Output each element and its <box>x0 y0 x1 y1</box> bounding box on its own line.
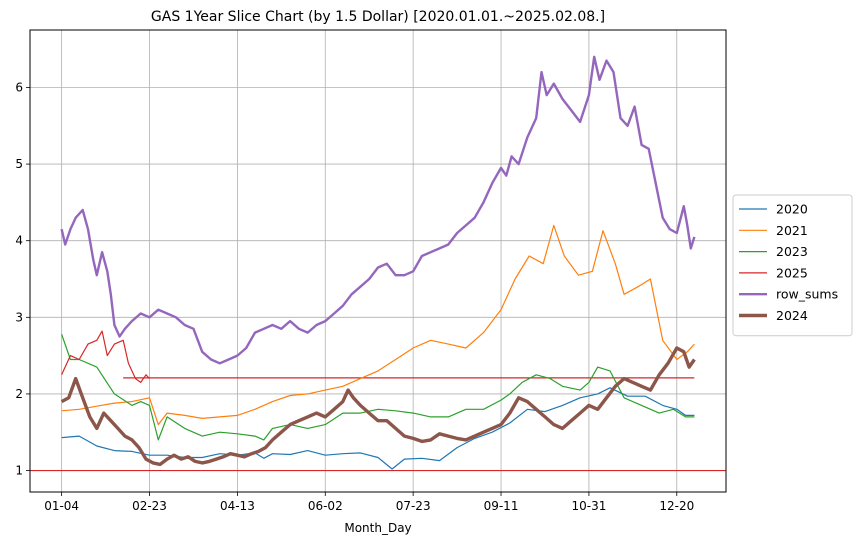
plot-frame <box>29 29 727 493</box>
x-tick-label: 07-23 <box>396 499 431 513</box>
series-lines <box>60 55 696 470</box>
x-tick-label: 10-31 <box>571 499 606 513</box>
x-axis-title: Month_Day <box>344 521 411 535</box>
plot-background <box>30 30 726 492</box>
series-line-2021 <box>61 224 695 426</box>
series-line-2024 <box>60 346 696 467</box>
reference-lines <box>30 377 726 472</box>
x-tick-label: 04-13 <box>220 499 255 513</box>
y-tick-label: 4 <box>15 234 23 248</box>
x-tick-label: 12-20 <box>659 499 694 513</box>
y-tick-label: 3 <box>15 310 23 324</box>
y-tick-label: 6 <box>15 80 23 94</box>
series-line-row_sums <box>60 55 696 365</box>
x-tick-label: 02-23 <box>132 499 167 513</box>
x-axis: 01-04 02-23 04-13 06-02 07-23 09-11 10-31 12-20 <box>44 492 694 513</box>
series-line-2023 <box>61 334 695 441</box>
legend-label-2023: 2023 <box>776 244 808 259</box>
legend: 2020 2021 2023 2025 row_sums 2024 <box>732 194 853 337</box>
y-tick-label: 1 <box>15 464 23 478</box>
legend-label-2021: 2021 <box>776 223 808 238</box>
chart-title: GAS 1Year Slice Chart (by 1.5 Dollar) [2… <box>151 9 605 25</box>
series-line-2025 <box>61 330 150 383</box>
y-axis: 1 2 3 4 5 6 <box>15 80 30 478</box>
y-tick-label: 2 <box>15 387 23 401</box>
x-tick-label: 06-02 <box>308 499 343 513</box>
x-tick-label: 09-11 <box>484 499 519 513</box>
grid <box>30 30 726 492</box>
x-tick-label: 01-04 <box>44 499 79 513</box>
legend-label-2024: 2024 <box>776 308 808 323</box>
legend-label-row_sums: row_sums <box>776 287 838 302</box>
legend-label-2025: 2025 <box>776 265 808 280</box>
legend-label-2020: 2020 <box>776 202 808 217</box>
y-tick-label: 5 <box>15 157 23 171</box>
